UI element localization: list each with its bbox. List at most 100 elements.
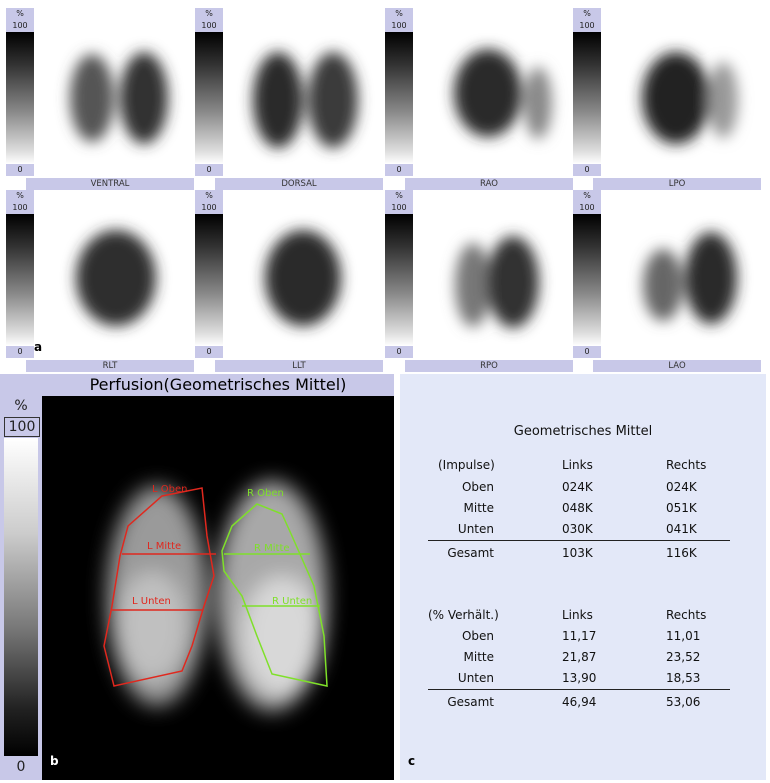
- ratio-total-rechts: 53,06: [666, 695, 701, 709]
- impulse-row-rechts: 051K: [666, 501, 697, 515]
- view-label: RAO: [405, 178, 573, 190]
- view-lao: % 100 0 LAO: [573, 190, 761, 374]
- ratio-header-rechts: Rechts: [666, 608, 707, 622]
- view-label: RPO: [405, 360, 573, 372]
- view-dorsal: % 100 0 DORSAL: [195, 8, 383, 192]
- ratio-header-links: Links: [562, 608, 593, 622]
- ratio-row-label: Oben: [461, 629, 494, 643]
- intensity-scale: % 100 0: [573, 8, 601, 178]
- intensity-scale: % 100 0: [573, 190, 601, 360]
- scale-percent: %: [6, 8, 34, 20]
- lung-image: [455, 236, 539, 328]
- scale-max: 100: [6, 202, 34, 214]
- ratio-row-links: 13,90: [562, 671, 597, 685]
- panel-letter-a: a: [34, 340, 43, 354]
- roi-label-left-lower: L Unten: [132, 596, 171, 607]
- scale-max: 100: [385, 20, 413, 32]
- lung-image: [643, 232, 737, 324]
- intensity-scale: % 100 0: [195, 190, 223, 360]
- perfusion-title: Perfusion(Geometrisches Mittel): [42, 374, 394, 396]
- scale-min: 0: [6, 164, 34, 176]
- scale-min: 0: [6, 346, 34, 358]
- scale-max: 100: [195, 20, 223, 32]
- scale-percent: %: [195, 8, 223, 20]
- results-table: Geometrisches Mittel (Impulse) Links Rec…: [400, 374, 766, 780]
- scale-min: 0: [195, 164, 223, 176]
- view-llt: % 100 0 LLT: [195, 190, 383, 374]
- lung-image: [454, 49, 552, 139]
- lung-image: [76, 230, 156, 326]
- intensity-scale: % 100 0: [6, 190, 34, 360]
- ratio-row-rechts: 11,01: [666, 629, 701, 643]
- scale-max: 100: [573, 20, 601, 32]
- view-rao: % 100 0 RAO: [385, 8, 573, 192]
- view-rpo: % 100 0 RPO: [385, 190, 573, 374]
- scale-gradient: [573, 32, 601, 164]
- right-lung-roi: [221, 503, 328, 687]
- impulse-header-rechts: Rechts: [666, 458, 707, 472]
- view-label: LLT: [215, 360, 383, 372]
- scale-min: 0: [195, 346, 223, 358]
- divider: [428, 540, 730, 541]
- scale-percent: %: [573, 190, 601, 202]
- scale-min: 0: [4, 758, 38, 776]
- impulse-total-rechts: 116K: [666, 546, 697, 560]
- scale-gradient: [385, 214, 413, 346]
- left-lung-roi: [103, 487, 216, 687]
- perfusion-scale: % 100 0: [0, 374, 42, 780]
- scale-max: 100: [385, 202, 413, 214]
- panel-letter-c: c: [408, 754, 416, 768]
- scale-percent: %: [14, 398, 28, 414]
- ratio-total-links: 46,94: [562, 695, 597, 709]
- scale-percent: %: [385, 190, 413, 202]
- lung-image: [642, 52, 738, 144]
- view-label: RLT: [26, 360, 194, 372]
- impulse-total-label: Gesamt: [447, 546, 494, 560]
- intensity-scale: % 100 0: [195, 8, 223, 178]
- ratio-header-label: (% Verhält.): [428, 608, 499, 622]
- view-lpo: % 100 0 LPO: [573, 8, 761, 192]
- lung-image: [265, 230, 341, 326]
- ratio-row-label: Unten: [457, 671, 494, 685]
- roi-label-right-middle: R Mitte: [254, 543, 290, 554]
- ratio-row-rechts: 18,53: [666, 671, 701, 685]
- roi-label-right-lower: R Unten: [272, 596, 312, 607]
- impulse-row-links: 024K: [562, 480, 593, 494]
- roi-label-left-middle: L Mitte: [147, 541, 181, 552]
- impulse-row-label: Oben: [461, 480, 494, 494]
- impulse-header-label: (Impulse): [438, 458, 495, 472]
- lung-image: [70, 52, 168, 144]
- impulse-row-label: Unten: [457, 522, 494, 536]
- scale-gradient: [6, 214, 34, 346]
- intensity-scale: % 100 0: [385, 190, 413, 360]
- impulse-row-rechts: 024K: [666, 480, 697, 494]
- view-label: LAO: [593, 360, 761, 372]
- scale-min: 0: [573, 346, 601, 358]
- scale-gradient: [4, 438, 38, 756]
- scale-max: 100: [6, 20, 34, 32]
- perfusion-image: L Oben L Mitte L Unten R Oben R Mitte R …: [103, 481, 328, 711]
- scale-min: 0: [385, 346, 413, 358]
- table-title: Geometrisches Mittel: [513, 424, 653, 439]
- scale-max: 100: [573, 202, 601, 214]
- divider: [428, 689, 730, 690]
- impulse-row-links: 048K: [562, 501, 593, 515]
- scale-percent: %: [6, 190, 34, 202]
- ratio-row-rechts: 23,52: [666, 650, 701, 664]
- roi-label-right-upper: R Oben: [247, 488, 284, 499]
- scale-percent: %: [195, 190, 223, 202]
- scale-percent: %: [385, 8, 413, 20]
- intensity-scale: % 100 0: [385, 8, 413, 178]
- impulse-row-rechts: 041K: [666, 522, 697, 536]
- impulse-row-label: Mitte: [463, 501, 494, 515]
- impulse-total-links: 103K: [562, 546, 593, 560]
- view-rlt: % 100 0 RLT: [6, 190, 194, 374]
- scale-gradient: [195, 214, 223, 346]
- panel-letter-b: b: [50, 754, 59, 768]
- perfusion-panel: % 100 0 Perfusion(Geometrisches Mittel): [0, 374, 394, 780]
- view-label: VENTRAL: [26, 178, 194, 190]
- lung-image: [253, 52, 358, 148]
- scale-gradient: [6, 32, 34, 164]
- intensity-scale: % 100 0: [6, 8, 34, 178]
- view-label: LPO: [593, 178, 761, 190]
